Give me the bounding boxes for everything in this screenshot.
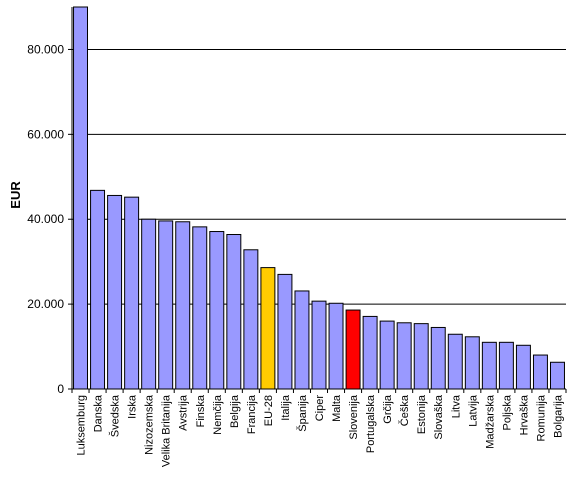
bar-slovaška bbox=[430, 326, 446, 390]
bar-estonija bbox=[413, 323, 429, 390]
y-tick-label: 60.000 bbox=[27, 127, 64, 141]
y-tick-labels: 0 20.000 40.000 60.000 80.000 bbox=[27, 42, 64, 396]
x-tick-label: EU-28 bbox=[263, 395, 275, 426]
x-tick-label: Poljska bbox=[501, 394, 513, 430]
x-tick-label: Luksemburg bbox=[76, 395, 88, 456]
bar-hrvaška bbox=[515, 344, 531, 390]
bar-avstrija bbox=[175, 221, 191, 390]
x-tick-label: Bolgarija bbox=[552, 394, 564, 438]
bars bbox=[73, 6, 565, 390]
x-tick-label: Ciper bbox=[314, 395, 326, 422]
bar-češka bbox=[396, 322, 412, 390]
x-tick-label: Slovenija bbox=[348, 394, 360, 440]
x-tick-label: Nizozemska bbox=[144, 394, 156, 455]
x-tick-label: Francija bbox=[246, 394, 258, 434]
y-tick-label: 0 bbox=[57, 382, 64, 396]
y-tick-label: 40.000 bbox=[27, 212, 64, 226]
bar-irska bbox=[124, 196, 140, 390]
bar-eu-28 bbox=[260, 267, 276, 390]
x-tick-labels: Luksemburg Danska Švedska Irska Nizozemska Ve… bbox=[76, 394, 565, 467]
x-tick-label: Hrvaška bbox=[518, 394, 530, 435]
axes bbox=[68, 7, 567, 393]
x-tick-label: Irska bbox=[127, 394, 139, 419]
x-tick-label: Danska bbox=[93, 394, 105, 432]
x-tick-label: Češka bbox=[398, 394, 411, 426]
y-tick-label: 80.000 bbox=[27, 42, 64, 56]
x-tick-label: Španija bbox=[296, 394, 309, 432]
y-axis-title: EUR bbox=[8, 181, 23, 209]
y-tick-label: 20.000 bbox=[27, 297, 64, 311]
bar-malta bbox=[328, 302, 344, 390]
x-tick-label: Latvija bbox=[467, 394, 479, 427]
bar-francija bbox=[243, 249, 259, 390]
bar-luksemburg bbox=[73, 6, 89, 390]
bar-slovenija bbox=[345, 309, 361, 390]
bar-nemčija bbox=[209, 231, 225, 390]
x-tick-label: Italija bbox=[280, 394, 292, 421]
bar-italija bbox=[277, 273, 293, 390]
bar-finska bbox=[192, 226, 208, 390]
bar-poljska bbox=[498, 341, 514, 390]
bar-velika-britanija bbox=[158, 220, 174, 390]
bar-belgija bbox=[226, 234, 242, 390]
bar-španija bbox=[294, 290, 310, 390]
x-tick-label: Belgija bbox=[229, 394, 241, 428]
bar-ciper bbox=[311, 300, 327, 390]
bar-romunija bbox=[532, 354, 548, 390]
bar-latvija bbox=[464, 336, 480, 390]
bar-grčija bbox=[379, 320, 395, 390]
bar-danska bbox=[90, 189, 106, 390]
x-tick-label: Malta bbox=[331, 394, 343, 422]
x-tick-label: Švedska bbox=[109, 394, 122, 437]
x-tick-label: Romunija bbox=[535, 394, 547, 441]
bar-portugalska bbox=[362, 315, 378, 390]
x-tick-label: Litva bbox=[450, 394, 462, 418]
x-tick-label: Madžarska bbox=[484, 394, 496, 449]
x-tick-label: Estonija bbox=[416, 394, 428, 434]
bar-litva bbox=[447, 333, 463, 390]
x-tick-label: Finska bbox=[195, 394, 207, 427]
x-tick-label: Avstrija bbox=[178, 394, 190, 431]
x-tick-label: Portugalska bbox=[365, 394, 377, 453]
x-tick-label: Nemčija bbox=[212, 394, 224, 435]
bar-madžarska bbox=[481, 341, 497, 390]
bar-švedska bbox=[107, 194, 123, 390]
bar-bolgarija bbox=[549, 361, 565, 390]
x-tick-label: Slovaška bbox=[433, 394, 445, 440]
bar-nizozemska bbox=[141, 218, 157, 390]
x-tick-label: Grčija bbox=[382, 394, 394, 424]
x-tick-label: Velika Britanija bbox=[161, 394, 173, 467]
